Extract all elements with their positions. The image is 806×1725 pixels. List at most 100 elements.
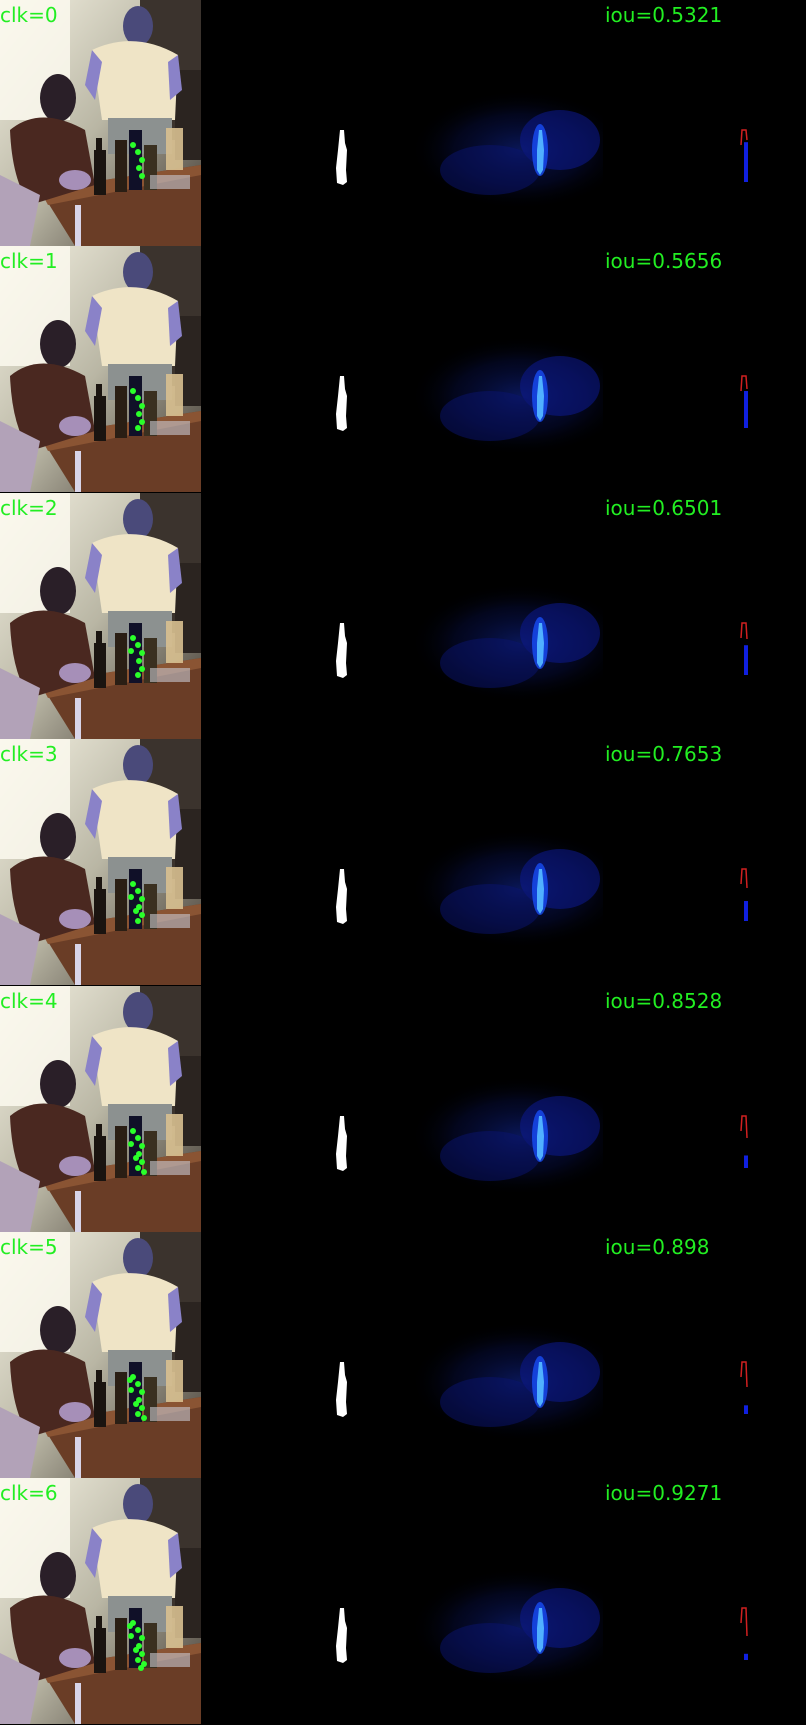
click-count-label: clk=1 (0, 251, 58, 271)
result-row: clk=0 iou=0.5321 (0, 0, 806, 246)
click-point (128, 1387, 134, 1393)
result-row: clk=3 iou=0.7653 (0, 739, 806, 985)
row-panels (0, 493, 806, 739)
heatmap-panel (402, 739, 630, 985)
input-photo (0, 493, 201, 739)
click-count-label: clk=5 (0, 1237, 58, 1257)
row-panels (0, 986, 806, 1232)
click-point (139, 173, 145, 179)
heatmap-panel (402, 1232, 630, 1478)
click-point (127, 1623, 133, 1629)
click-point (139, 1143, 145, 1149)
heatmap-panel (402, 246, 630, 492)
click-point (128, 1633, 134, 1639)
click-point (135, 149, 141, 155)
click-point (139, 403, 145, 409)
row-panels (0, 739, 806, 985)
click-count-label: clk=3 (0, 744, 58, 764)
input-photo (0, 246, 201, 492)
click-point (127, 1377, 133, 1383)
click-point (128, 1141, 134, 1147)
input-photo (0, 986, 201, 1232)
mask-panel (201, 493, 402, 739)
error-missing-region (744, 1155, 748, 1168)
click-point (133, 1401, 139, 1407)
result-row: clk=6 iou=0.9271 (0, 1478, 806, 1724)
click-point (130, 881, 136, 887)
iou-label: iou=0.8528 (605, 991, 722, 1011)
click-point (139, 419, 145, 425)
click-point (133, 908, 139, 914)
click-point (135, 1411, 141, 1417)
click-point (138, 1665, 144, 1671)
error-missing-region (744, 142, 748, 182)
click-point (139, 1651, 145, 1657)
row-panels (0, 1232, 806, 1478)
click-count-label: clk=2 (0, 498, 58, 518)
iou-label: iou=0.9271 (605, 1483, 722, 1503)
click-point (139, 1635, 145, 1641)
click-point (139, 1389, 145, 1395)
click-point (135, 888, 141, 894)
click-point (133, 1647, 139, 1653)
iou-label: iou=0.898 (605, 1237, 709, 1257)
row-panels (0, 1478, 806, 1724)
click-count-label: clk=4 (0, 991, 58, 1011)
mask-panel (201, 0, 402, 246)
mask-panel (201, 1232, 402, 1478)
iou-label: iou=0.5656 (605, 251, 722, 271)
click-point (135, 672, 141, 678)
input-photo (0, 1478, 201, 1724)
heatmap-panel (402, 0, 630, 246)
mask-panel (201, 739, 402, 985)
click-point (139, 896, 145, 902)
error-missing-region (744, 1405, 748, 1414)
click-point (130, 1128, 136, 1134)
input-photo (0, 1232, 201, 1478)
mask-panel (201, 246, 402, 492)
click-point (139, 666, 145, 672)
click-point (135, 1135, 141, 1141)
result-row: clk=1 iou=0.5656 (0, 246, 806, 492)
click-point (141, 1415, 147, 1421)
error-missing-region (744, 645, 748, 675)
error-panel (603, 1232, 806, 1478)
click-point (141, 1169, 147, 1175)
error-panel (603, 1478, 806, 1724)
click-point (135, 1627, 141, 1633)
iou-label: iou=0.7653 (605, 744, 722, 764)
error-missing-region (744, 391, 748, 428)
click-point (139, 912, 145, 918)
click-point (136, 165, 142, 171)
click-point (135, 395, 141, 401)
click-point (139, 157, 145, 163)
click-count-label: clk=0 (0, 5, 58, 25)
iou-label: iou=0.6501 (605, 498, 722, 518)
error-missing-region (744, 901, 748, 921)
error-missing-region (744, 1654, 748, 1660)
input-photo (0, 0, 201, 246)
click-point (128, 894, 134, 900)
heatmap-panel (402, 493, 630, 739)
click-point (130, 635, 136, 641)
click-point (135, 1657, 141, 1663)
click-count-label: clk=6 (0, 1483, 58, 1503)
click-point (139, 1159, 145, 1165)
mask-panel (201, 1478, 402, 1724)
input-photo (0, 739, 201, 985)
error-panel (603, 986, 806, 1232)
error-panel (603, 739, 806, 985)
heatmap-panel (402, 1478, 630, 1724)
click-point (135, 1165, 141, 1171)
row-panels (0, 0, 806, 246)
click-point (139, 1405, 145, 1411)
mask-panel (201, 986, 402, 1232)
heatmap-panel (402, 986, 630, 1232)
click-point (139, 650, 145, 656)
click-point (135, 918, 141, 924)
click-point (130, 388, 136, 394)
error-panel (603, 493, 806, 739)
click-point (135, 425, 141, 431)
result-row: clk=5 iou=0.898 (0, 1232, 806, 1478)
click-point (135, 1381, 141, 1387)
